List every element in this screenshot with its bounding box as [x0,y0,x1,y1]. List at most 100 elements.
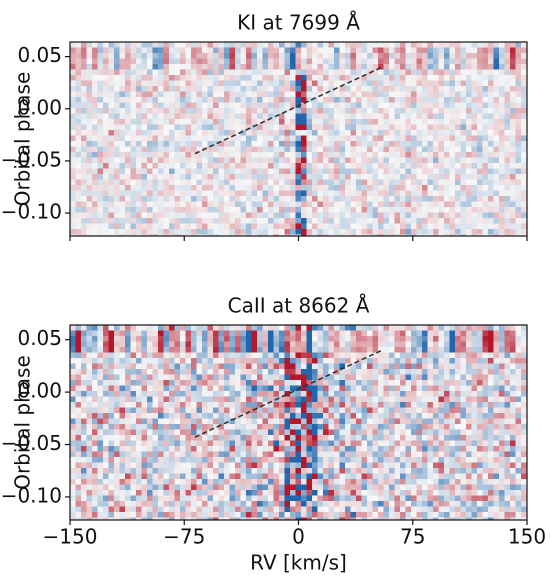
map-cell [389,430,395,436]
map-cell [279,64,285,70]
map-cell [389,92,395,98]
map-cell [433,64,439,70]
map-cell [356,174,362,180]
map-cell [494,408,500,414]
map-cell [274,402,280,408]
map-cell [356,353,362,359]
map-cell [395,147,401,153]
map-cell [400,375,406,381]
map-cell [477,213,483,219]
map-cell [76,180,82,186]
map-cell [417,119,423,125]
map-cell [252,130,258,136]
map-cell [191,358,197,364]
map-cell [76,391,82,397]
map-cell [76,375,82,381]
map-cell [125,125,131,131]
map-cell [312,185,318,191]
map-cell [323,86,329,92]
map-cell [296,64,302,70]
map-cell [114,169,120,175]
map-cell [494,375,500,381]
map-cell [400,408,406,414]
map-cell [384,202,390,208]
map-cell [439,207,445,213]
map-cell [340,386,346,392]
map-cell [400,342,406,348]
map-cell [158,430,164,436]
map-cell [87,119,93,125]
map-cell [400,97,406,103]
map-cell [340,435,346,441]
map-cell [323,169,329,175]
map-cell [417,191,423,197]
map-cell [373,158,379,164]
map-cell [362,446,368,452]
map-cell [301,196,307,202]
map-cell [411,114,417,120]
map-cell [428,435,434,441]
map-cell [120,191,126,197]
map-cell [494,325,500,331]
map-cell [175,391,181,397]
map-cell [103,202,109,208]
map-cell [428,53,434,59]
map-cell [521,202,527,208]
map-cell [246,202,252,208]
map-cell [153,353,159,359]
map-cell [230,53,236,59]
map-cell [92,81,98,87]
map-cell [180,163,186,169]
map-cell [477,353,483,359]
map-cell [296,391,302,397]
map-cell [76,218,82,224]
map-cell [307,441,313,447]
map-cell [472,103,478,109]
map-cell [334,48,340,54]
map-cell [362,342,368,348]
map-cell [103,48,109,54]
map-cell [263,375,269,381]
map-cell [433,207,439,213]
map-cell [356,64,362,70]
map-cell [131,81,137,87]
map-cell [142,229,148,235]
map-cell [345,59,351,65]
map-cell [406,163,412,169]
map-cell [257,408,263,414]
map-cell [345,419,351,425]
map-cell [87,158,93,164]
map-cell [450,191,456,197]
map-cell [329,380,335,386]
map-cell [439,97,445,103]
map-cell [241,419,247,425]
map-cell [92,213,98,219]
map-cell [455,402,461,408]
map-cell [439,196,445,202]
map-cell [461,397,467,403]
map-cell [202,441,208,447]
map-cell [169,375,175,381]
map-cell [307,64,313,70]
map-cell [285,229,291,235]
map-cell [521,331,527,337]
map-cell [455,97,461,103]
map-cell [268,125,274,131]
map-cell [109,386,115,392]
map-cell [466,42,472,48]
map-cell [483,218,489,224]
map-cell [488,353,494,359]
map-cell [461,119,467,125]
map-cell [307,408,313,414]
map-cell [505,152,511,158]
map-cell [499,380,505,386]
map-cell [224,64,230,70]
map-cell [477,92,483,98]
map-cell [483,59,489,65]
map-cell [268,347,274,353]
map-cell [384,441,390,447]
map-cell [257,430,263,436]
map-cell [70,147,76,153]
map-cell [351,353,357,359]
map-cell [147,70,153,76]
